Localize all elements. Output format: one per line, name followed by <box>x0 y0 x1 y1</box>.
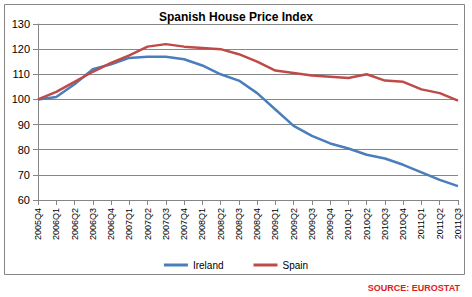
svg-text:2011Q1: 2011Q1 <box>416 208 426 239</box>
svg-text:2006Q4: 2006Q4 <box>106 208 116 240</box>
svg-text:110: 110 <box>12 68 30 80</box>
svg-text:SOURCE: EUROSTAT: SOURCE: EUROSTAT <box>368 283 461 293</box>
svg-text:80: 80 <box>18 144 30 156</box>
svg-text:2009Q4: 2009Q4 <box>325 208 335 240</box>
svg-text:2008Q4: 2008Q4 <box>252 208 262 240</box>
svg-text:2010Q4: 2010Q4 <box>398 208 408 240</box>
svg-text:2009Q1: 2009Q1 <box>270 208 280 240</box>
svg-text:2007Q1: 2007Q1 <box>124 208 134 240</box>
svg-text:70: 70 <box>18 169 30 181</box>
svg-text:120: 120 <box>12 43 30 55</box>
svg-text:2009Q3: 2009Q3 <box>307 208 317 240</box>
svg-text:2007Q3: 2007Q3 <box>161 208 171 240</box>
svg-text:60: 60 <box>18 194 30 206</box>
svg-text:2011Q3: 2011Q3 <box>453 208 463 239</box>
svg-text:100: 100 <box>12 93 30 105</box>
svg-text:2010Q1: 2010Q1 <box>343 208 353 240</box>
svg-text:2008Q1: 2008Q1 <box>197 208 207 240</box>
svg-text:2010Q3: 2010Q3 <box>380 208 390 240</box>
svg-text:2010Q2: 2010Q2 <box>362 208 372 240</box>
svg-text:2008Q3: 2008Q3 <box>234 208 244 240</box>
svg-text:130: 130 <box>12 18 30 30</box>
svg-text:Ireland: Ireland <box>193 260 224 271</box>
svg-text:Spain: Spain <box>283 260 309 271</box>
svg-text:2006Q1: 2006Q1 <box>51 208 61 240</box>
svg-text:2006Q3: 2006Q3 <box>88 208 98 240</box>
svg-text:2011Q2: 2011Q2 <box>435 208 445 239</box>
svg-text:2007Q2: 2007Q2 <box>143 208 153 240</box>
svg-text:2007Q4: 2007Q4 <box>179 208 189 240</box>
svg-text:2009Q2: 2009Q2 <box>289 208 299 240</box>
svg-text:Spanish House Price Index: Spanish House Price Index <box>159 10 313 24</box>
svg-text:2005Q4: 2005Q4 <box>33 208 43 240</box>
svg-text:90: 90 <box>18 119 30 131</box>
svg-text:2008Q2: 2008Q2 <box>216 208 226 240</box>
svg-text:2006Q2: 2006Q2 <box>70 208 80 240</box>
